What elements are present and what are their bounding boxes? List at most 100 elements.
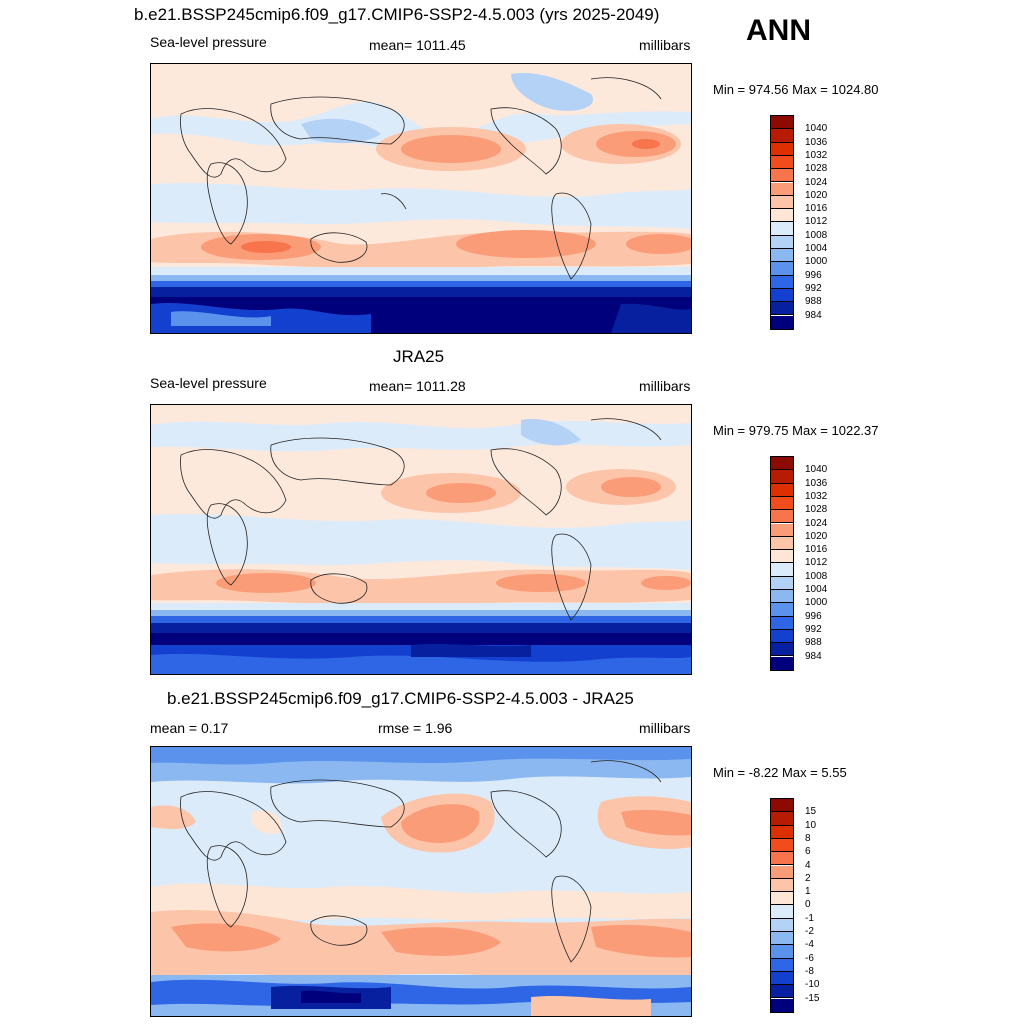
colorbar-tick-label: 1032 (805, 149, 828, 161)
colorbar-swatch (771, 315, 793, 329)
colorbar-tick-label: 1012 (805, 557, 828, 569)
colorbar-swatch (771, 603, 793, 617)
colorbar-tick-label: 1008 (805, 229, 828, 241)
colorbar-tick-label: 1032 (805, 490, 828, 502)
season-label: ANN (746, 14, 811, 47)
colorbar-swatch (771, 195, 793, 210)
colorbar-swatch (771, 249, 793, 263)
colorbar-swatch (771, 958, 793, 972)
colorbar-tick-label: 984 (805, 650, 822, 662)
colorbar-swatch (771, 616, 793, 630)
colorbar-swatch (771, 302, 793, 316)
colorbar-tick-label: 1028 (805, 163, 828, 175)
colorbar-tick-label: 1012 (805, 216, 828, 228)
colorbar-swatch (771, 496, 793, 511)
colorbar-swatch (771, 590, 793, 604)
panel3-rmse-label: rmse = 1.96 (378, 720, 453, 736)
colorbar-swatch (771, 892, 793, 906)
colorbar-swatch (771, 629, 793, 644)
colorbar-swatch (771, 275, 793, 289)
colorbar-swatch (771, 470, 793, 484)
colorbar-tick-label: 996 (805, 610, 822, 622)
colorbar-swatch (771, 209, 793, 223)
colorbar-tick-label: 6 (805, 846, 811, 858)
panel1-minmax: Min = 974.56 Max = 1024.80 (713, 82, 879, 97)
colorbar-swatch (771, 288, 793, 303)
panel3-minmax: Min = -8.22 Max = 5.55 (713, 765, 847, 780)
colorbar-swatch (771, 643, 793, 657)
colorbar-swatch (771, 865, 793, 879)
colorbar-tick-label: 1016 (805, 203, 828, 215)
colorbar-swatch (771, 998, 793, 1012)
colorbar-tick-label: 996 (805, 269, 822, 281)
colorbar-tick-label: 0 (805, 899, 811, 911)
colorbar-tick-label: 8 (805, 832, 811, 844)
colorbar-tick-label: 1000 (805, 256, 828, 268)
colorbar-swatch (771, 169, 793, 183)
panel2-map (150, 404, 692, 675)
panel3-title: b.e21.BSSP245cmip6.f09_g17.CMIP6-SSP2-4.… (167, 689, 634, 708)
colorbar-tick-label: 1004 (805, 584, 828, 595)
colorbar-tick-label: 1020 (805, 530, 828, 542)
colorbar-swatch (771, 510, 793, 524)
colorbar-tick-label: -10 (805, 979, 820, 991)
panel2-title: JRA25 (393, 347, 445, 366)
panel2-minmax: Min = 979.75 Max = 1022.37 (713, 423, 879, 438)
colorbar-tick-label: 992 (805, 623, 822, 635)
colorbar-swatch (771, 523, 793, 537)
colorbar-swatch (771, 799, 793, 813)
colorbar-tick-label: 1024 (805, 517, 828, 529)
panel3-colorbar (770, 798, 794, 1013)
colorbar-swatch (771, 878, 793, 893)
colorbar-swatch (771, 905, 793, 919)
colorbar-swatch (771, 457, 793, 471)
colorbar-swatch (771, 656, 793, 670)
colorbar-tick-label: -1 (805, 912, 814, 924)
colorbar-tick-label: 1036 (805, 477, 828, 489)
colorbar-swatch (771, 182, 793, 196)
panel3-map (150, 746, 692, 1017)
panel1-variable-label: Sea-level pressure (150, 34, 267, 50)
panel2-mean-label: mean= 1011.28 (369, 378, 466, 394)
colorbar-tick-label: 984 (805, 309, 822, 321)
colorbar-tick-label: 2 (805, 872, 811, 884)
panel2-colorbar (770, 456, 794, 671)
colorbar-tick-label: -15 (805, 992, 820, 1004)
colorbar-swatch (771, 536, 793, 551)
colorbar-tick-label: -2 (805, 926, 814, 937)
colorbar-tick-label: 1004 (805, 243, 828, 254)
colorbar-tick-label: 1036 (805, 136, 828, 148)
colorbar-swatch (771, 932, 793, 946)
colorbar-tick-label: 1008 (805, 570, 828, 582)
colorbar-tick-label: 4 (805, 859, 811, 871)
colorbar-tick-label: 1040 (805, 123, 828, 135)
colorbar-tick-label: 1000 (805, 597, 828, 609)
colorbar-swatch (771, 576, 793, 590)
panel1-title: b.e21.BSSP245cmip6.f09_g17.CMIP6-SSP2-4.… (134, 5, 660, 24)
colorbar-tick-label: 1024 (805, 176, 828, 188)
panel1-map (150, 63, 692, 334)
colorbar-tick-label: 988 (805, 637, 822, 649)
colorbar-tick-label: 988 (805, 296, 822, 308)
colorbar-swatch (771, 483, 793, 497)
colorbar-swatch (771, 918, 793, 932)
colorbar-tick-label: 1016 (805, 544, 828, 556)
colorbar-tick-label: -4 (805, 939, 814, 951)
panel2-variable-label: Sea-level pressure (150, 375, 267, 391)
colorbar-swatch (771, 812, 793, 826)
colorbar-swatch (771, 155, 793, 170)
colorbar-swatch (771, 563, 793, 577)
colorbar-swatch (771, 550, 793, 564)
colorbar-swatch (771, 129, 793, 143)
colorbar-swatch (771, 985, 793, 999)
colorbar-swatch (771, 222, 793, 236)
colorbar-tick-label: 10 (805, 819, 817, 831)
colorbar-swatch (771, 262, 793, 276)
panel1-units-label: millibars (639, 37, 691, 53)
colorbar-tick-label: 1040 (805, 464, 828, 476)
colorbar-tick-label: -6 (805, 952, 814, 964)
panel1-mean-label: mean= 1011.45 (369, 37, 466, 53)
colorbar-tick-label: 1 (805, 886, 811, 898)
colorbar-swatch (771, 852, 793, 866)
colorbar-tick-label: 1028 (805, 504, 828, 516)
